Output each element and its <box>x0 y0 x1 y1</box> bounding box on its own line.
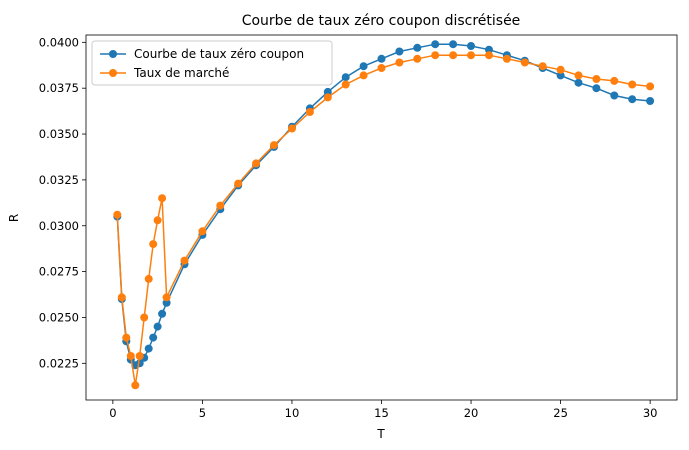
data-point <box>252 159 261 168</box>
data-point <box>135 352 144 360</box>
data-point <box>149 240 158 249</box>
data-point <box>144 274 153 283</box>
data-point <box>574 78 583 87</box>
data-point <box>144 344 153 353</box>
data-point <box>395 47 404 56</box>
legend-label: Courbe de taux zéro coupon <box>134 47 304 61</box>
legend-box <box>91 40 333 86</box>
data-point <box>431 40 440 49</box>
y-tick-label: 0.0400 <box>39 35 79 49</box>
x-tick-label: 30 <box>643 406 658 420</box>
data-point <box>131 381 140 390</box>
data-point <box>646 82 655 91</box>
data-point <box>341 73 350 82</box>
plot-area <box>113 40 655 390</box>
y-axis-title: R <box>7 214 21 222</box>
series-line-0 <box>116 43 651 367</box>
y-tick-label: 0.0300 <box>39 219 79 233</box>
data-point <box>610 76 619 85</box>
data-point <box>149 333 158 342</box>
data-point <box>502 54 511 63</box>
x-axis-title: T <box>376 427 385 441</box>
data-point <box>153 216 162 225</box>
data-point <box>449 40 458 49</box>
data-point <box>377 54 386 63</box>
data-point <box>158 194 167 203</box>
data-point <box>413 54 422 63</box>
y-tick-label: 0.0275 <box>39 265 79 279</box>
data-point <box>140 313 149 322</box>
y-tick-label: 0.0250 <box>39 310 79 324</box>
data-point <box>520 58 529 67</box>
data-point <box>449 51 458 60</box>
data-point <box>377 64 386 72</box>
data-point <box>113 210 122 219</box>
data-point <box>234 179 243 188</box>
series-line-1 <box>116 54 651 386</box>
data-point <box>122 333 131 342</box>
legend-label: Taux de marché <box>133 66 229 80</box>
data-point <box>485 45 493 54</box>
data-point <box>323 87 332 96</box>
data-point <box>270 141 278 150</box>
data-point <box>556 65 565 74</box>
legend: Courbe de taux zéro coupon Taux de marché <box>91 40 333 86</box>
data-point <box>485 51 493 60</box>
data-point <box>592 75 601 83</box>
data-point <box>574 71 583 80</box>
data-point <box>431 51 440 60</box>
data-point <box>126 352 135 360</box>
data-point <box>538 62 547 71</box>
legend-marker <box>109 69 117 77</box>
data-point <box>216 201 225 210</box>
data-point <box>628 80 637 89</box>
data-point <box>323 93 332 102</box>
data-point <box>467 42 475 50</box>
x-tick-label: 5 <box>199 406 206 420</box>
data-point <box>646 97 655 105</box>
chart-title: Courbe de taux zéro coupon discrétisée <box>242 13 521 29</box>
data-point <box>359 62 368 71</box>
y-tick-label: 0.0325 <box>39 173 79 187</box>
x-tick-label: 10 <box>285 406 300 420</box>
data-point <box>162 293 171 302</box>
data-point <box>158 309 167 318</box>
data-point <box>359 71 368 80</box>
data-point <box>117 293 126 302</box>
x-tick-label: 15 <box>374 406 389 420</box>
data-point <box>467 51 475 60</box>
data-point <box>395 58 404 67</box>
legend-marker <box>109 50 117 58</box>
data-point <box>305 108 314 116</box>
data-point <box>153 322 162 331</box>
x-tick-label: 25 <box>553 406 568 420</box>
axes: 0 5 10 15 20 25 30 0.0225 0.0250 0.0275 0.0300 0.03… <box>39 34 678 420</box>
y-tick-label: 0.0225 <box>39 356 79 370</box>
data-point <box>341 80 350 89</box>
data-point <box>628 95 637 104</box>
y-tick-label: 0.0375 <box>39 81 79 95</box>
data-point <box>592 84 601 93</box>
axes-frame <box>85 34 678 401</box>
data-point <box>413 43 422 52</box>
data-point <box>610 91 619 100</box>
x-tick-label: 20 <box>464 406 479 420</box>
data-point <box>162 298 171 307</box>
data-point <box>556 71 565 80</box>
data-point <box>288 124 296 133</box>
y-tick-label: 0.0350 <box>39 127 79 141</box>
data-point <box>198 227 207 236</box>
data-point <box>180 256 189 265</box>
x-tick-label: 0 <box>109 406 116 420</box>
